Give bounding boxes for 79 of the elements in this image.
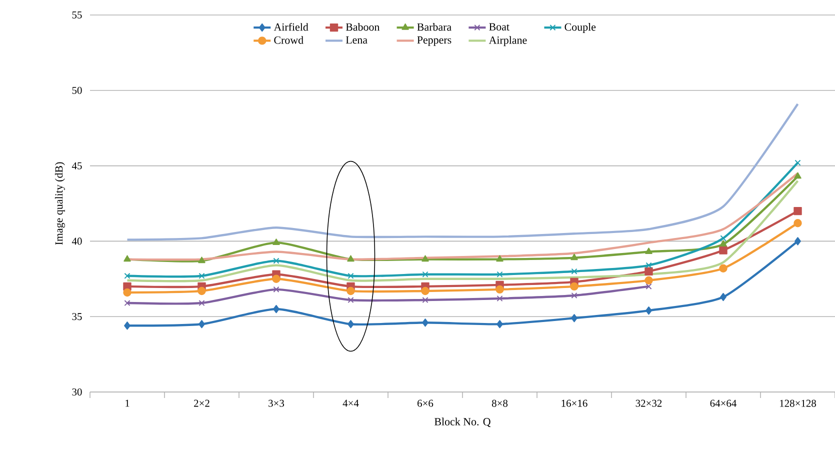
point: [794, 237, 801, 246]
point: [646, 262, 652, 268]
x-tick-label: 3×3: [268, 400, 284, 407]
point: [571, 314, 578, 322]
legend-label: Peppers: [417, 36, 452, 46]
legend-label: Lena: [346, 36, 368, 44]
x-tick-label: 8×8: [492, 400, 508, 407]
x-tick-label: 16×16: [562, 400, 588, 407]
point: [272, 238, 280, 246]
point: [422, 271, 428, 278]
point: [496, 255, 504, 262]
point: [644, 276, 653, 285]
point: [496, 271, 503, 278]
point: [198, 286, 206, 296]
point: [794, 172, 802, 179]
x-tick-label: 6×6: [418, 400, 434, 407]
y-tick-label: 45: [72, 162, 82, 170]
point: [794, 160, 801, 166]
y-axis-title: Image quality (dB): [54, 162, 65, 245]
point: [348, 320, 354, 328]
point: [646, 283, 652, 290]
legend-label: Barbara: [417, 23, 452, 31]
line-series: [126, 102, 799, 241]
point: [496, 320, 503, 328]
point: [273, 286, 280, 292]
point: [273, 258, 280, 264]
y-tick-label: 55: [72, 12, 82, 18]
point: [720, 240, 727, 247]
point: [198, 272, 205, 279]
point: [646, 306, 652, 315]
point: [720, 292, 726, 302]
point: [496, 285, 504, 294]
x-tick-label: 4×4: [342, 400, 359, 407]
point: [422, 296, 428, 304]
point: [644, 267, 653, 276]
point: [124, 272, 130, 279]
point: [720, 235, 726, 242]
point: [496, 295, 503, 302]
y-tick-label: 35: [72, 313, 82, 320]
point: [198, 256, 206, 264]
legend-label: Crowd: [274, 36, 304, 44]
point: [794, 219, 802, 228]
x-tick-label: 1: [126, 400, 130, 407]
legend-label: Airfield: [274, 22, 308, 31]
point: [124, 322, 130, 330]
point: [571, 268, 578, 274]
point: [348, 296, 354, 304]
legend-label: Airplane: [488, 36, 527, 46]
point: [570, 282, 578, 291]
y-tick-label: 40: [72, 238, 82, 245]
x-tick-label: 64×64: [710, 400, 736, 407]
y-tick-label: 50: [72, 86, 82, 94]
x-tick-label: 32×32: [636, 400, 662, 407]
point: [422, 318, 428, 327]
point: [348, 272, 354, 279]
point: [571, 292, 578, 299]
legend-label: Boat: [489, 23, 510, 31]
point: [422, 255, 429, 262]
y-tick-label: 30: [72, 388, 82, 396]
point: [123, 288, 132, 297]
point: [794, 206, 802, 216]
x-axis-title: Block No. Q: [434, 418, 491, 428]
legend-label: Baboon: [346, 23, 380, 31]
point: [198, 300, 205, 306]
point: [347, 255, 354, 262]
point: [198, 320, 205, 328]
legend-label: Couple: [564, 23, 596, 33]
x-tick-label: 2×2: [194, 400, 210, 407]
point: [645, 248, 652, 254]
point: [272, 274, 280, 283]
point: [124, 255, 131, 262]
point: [421, 286, 430, 296]
point: [124, 300, 130, 306]
x-tick-label: 128×128: [780, 400, 816, 407]
point: [719, 246, 728, 254]
point: [346, 286, 355, 296]
point: [719, 264, 728, 272]
point: [570, 254, 578, 260]
point: [273, 304, 280, 314]
